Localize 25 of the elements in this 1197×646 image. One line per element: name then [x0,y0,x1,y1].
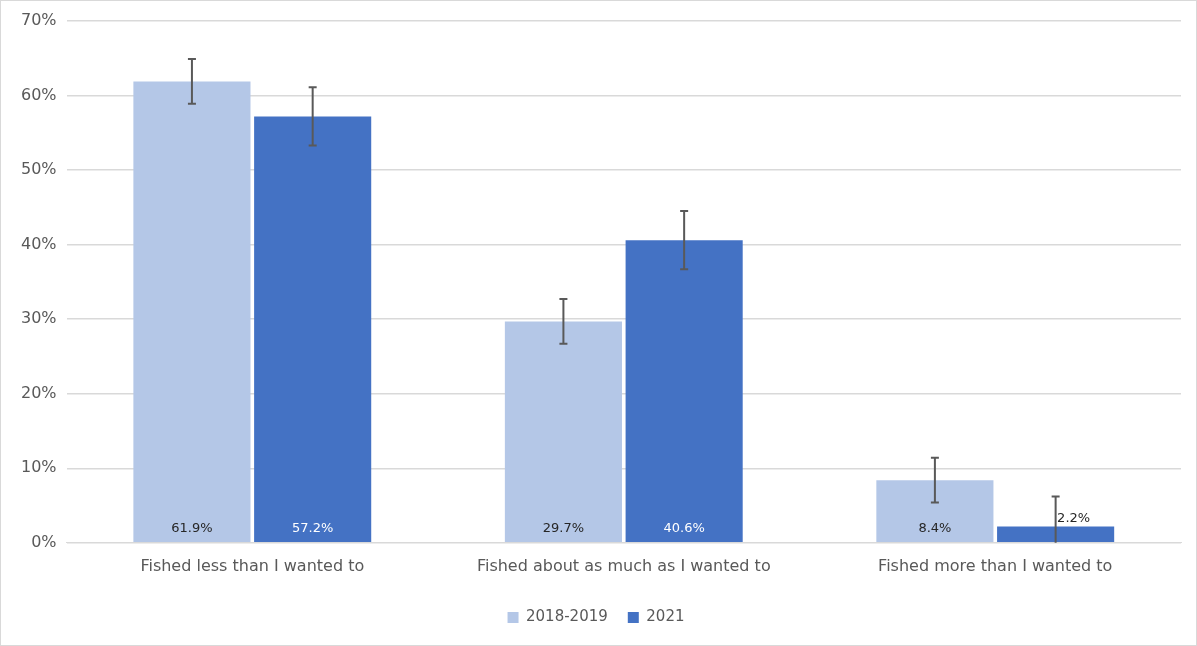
bar [876,480,994,543]
legend-label: 2018-2019 [526,607,608,626]
y-tick-label: 40% [21,233,57,253]
bar [254,116,372,543]
data-label: 61.9% [171,519,213,535]
bar [997,526,1115,543]
data-label: 2.2% [1057,510,1091,526]
bar [133,81,251,543]
y-tick-label: 60% [21,84,57,104]
y-tick-label: 0% [31,531,57,551]
bar [504,321,622,543]
y-tick-label: 10% [21,457,57,477]
y-tick-label: 70% [21,10,57,30]
data-label: 29.7% [542,519,585,535]
y-tick-label: 20% [21,382,57,402]
bar [625,240,743,543]
x-tick-label: Fished less than I wanted to [140,555,365,575]
data-label: 40.6% [663,519,705,535]
y-tick-label: 50% [21,159,57,179]
data-label: 8.4% [918,519,952,535]
data-label: 57.2% [292,519,334,535]
y-tick-label: 30% [21,308,57,328]
x-tick-label: Fished about as much as I wanted to [476,555,771,575]
legend-label: 2021 [646,607,685,626]
x-tick-label: Fished more than I wanted to [878,555,1113,575]
